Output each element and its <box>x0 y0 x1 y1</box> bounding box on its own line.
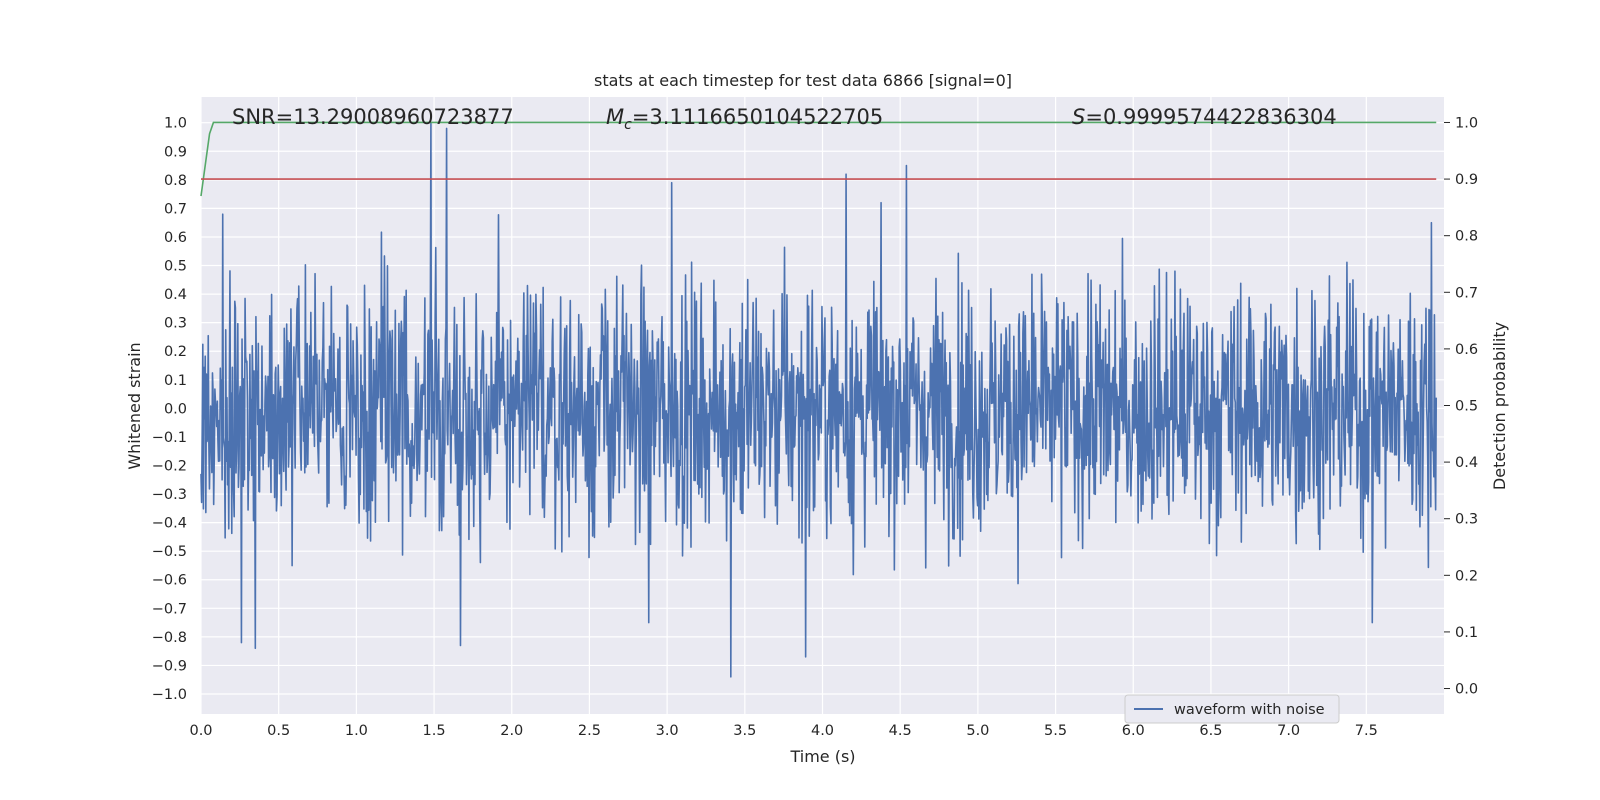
y-tick-label: 0.9 <box>164 144 187 160</box>
y-tick-label: −0.1 <box>152 430 187 446</box>
y-tick-label: −0.3 <box>152 487 187 503</box>
chart-title: stats at each timestep for test data 686… <box>594 71 1012 90</box>
y-right-tick-label: 0.9 <box>1455 172 1478 188</box>
y-tick-label: 0.0 <box>164 401 187 417</box>
y-tick-label: −1.0 <box>152 687 187 703</box>
mc-symbol: M <box>606 105 624 129</box>
y-tick-label: 0.4 <box>164 287 187 303</box>
x-tick-label: 1.0 <box>345 723 368 739</box>
y-axis-right-title: Detection probability <box>1490 322 1509 490</box>
x-tick-label: 2.0 <box>500 723 523 739</box>
y-axis-title: Whitened strain <box>125 342 144 469</box>
y-right-tick-label: 1.0 <box>1455 115 1478 131</box>
x-tick-label: 2.5 <box>578 723 601 739</box>
y-tick-label: 0.1 <box>164 373 187 389</box>
legend-box <box>1124 694 1340 724</box>
x-tick-label: 6.0 <box>1122 723 1145 739</box>
s-value: =0.9999574422836304 <box>1085 105 1336 129</box>
x-tick-label: 4.0 <box>811 723 834 739</box>
y-tick-label: 0.3 <box>164 316 187 332</box>
detection-probability-line <box>200 121 1437 197</box>
y-tick-label: 0.8 <box>164 173 187 189</box>
score-annotation: S=0.9999574422836304 <box>1072 105 1337 129</box>
snr-annotation: SNR=13.29008960723877 <box>232 105 514 129</box>
y-tick-label: −0.8 <box>152 630 187 646</box>
y-tick-label: −0.4 <box>152 516 187 532</box>
mc-subscript: c <box>624 117 632 133</box>
x-tick-label: 4.5 <box>889 723 912 739</box>
x-tick-label: 3.5 <box>733 723 756 739</box>
y-tick-label: 1.0 <box>164 116 187 132</box>
y-right-tick-label: 0.5 <box>1455 399 1478 415</box>
y-tick-label: −0.2 <box>152 458 187 474</box>
x-tick-label: 6.5 <box>1199 723 1222 739</box>
s-symbol: S <box>1072 105 1085 129</box>
y-right-tick-label: 0.8 <box>1455 229 1478 245</box>
y-axis-right: 1.0 0.9 0.8 0.7 0.6 0.5 0.4 0.3 0.2 0.1 0.0 <box>1444 115 1478 698</box>
legend: waveform with noise <box>1124 694 1340 724</box>
y-right-tick-label: 0.2 <box>1455 568 1478 584</box>
y-right-tick-label: 0.4 <box>1455 455 1478 471</box>
x-tick-label: 3.0 <box>656 723 679 739</box>
y-tick-label: 0.5 <box>164 259 187 275</box>
x-tick-label: 7.0 <box>1277 723 1300 739</box>
legend-label: waveform with noise <box>1174 702 1325 718</box>
y-tick-label: 0.7 <box>164 201 187 217</box>
y-tick-label: −0.5 <box>152 544 187 560</box>
y-tick-label: 0.2 <box>164 344 187 360</box>
mc-value: =3.1116650104522705 <box>632 105 883 129</box>
x-tick-label: 0.5 <box>267 723 290 739</box>
y-tick-label: −0.9 <box>152 658 187 674</box>
x-tick-label: 7.5 <box>1355 723 1378 739</box>
chirp-mass-annotation: Mc=3.1116650104522705 <box>606 105 883 133</box>
waveform-series <box>200 121 1438 678</box>
y-right-tick-label: 0.0 <box>1455 682 1478 698</box>
y-axis-left: 1.0 0.9 0.8 0.7 0.6 0.5 0.4 0.3 0.2 0.1 0.0 −0.1 −0.… <box>152 116 187 703</box>
y-right-tick-label: 0.3 <box>1455 512 1478 528</box>
y-right-tick-label: 0.7 <box>1455 285 1478 301</box>
y-tick-label: −0.6 <box>152 573 187 589</box>
y-tick-label: 0.6 <box>164 230 187 246</box>
x-tick-label: 1.5 <box>423 723 446 739</box>
y-right-tick-label: 0.1 <box>1455 625 1478 641</box>
x-tick-label: 5.5 <box>1044 723 1067 739</box>
waveform-line <box>200 121 1438 678</box>
x-axis: 0.0 0.5 1.0 1.5 2.0 2.5 3.0 3.5 4.0 4.5 5.0 5.5 6.0 6… <box>189 723 1377 739</box>
x-tick-label: 5.0 <box>966 723 989 739</box>
x-tick-label: 0.0 <box>189 723 212 739</box>
y-tick-label: −0.7 <box>152 601 187 617</box>
probability-series <box>200 121 1437 197</box>
x-axis-title: Time (s) <box>789 747 855 766</box>
y-right-tick-label: 0.6 <box>1455 342 1478 358</box>
